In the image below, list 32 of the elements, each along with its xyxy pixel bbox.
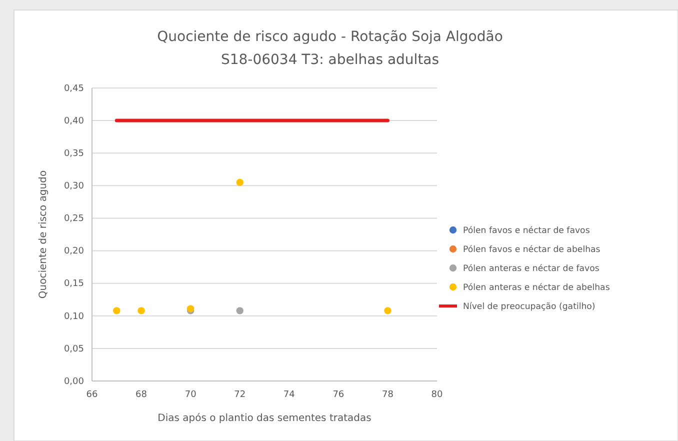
x-tick-label: 70 xyxy=(184,390,197,400)
point xyxy=(384,307,392,314)
x-tick-label: 80 xyxy=(431,390,443,400)
y-tick-label: 0,45 xyxy=(64,84,84,94)
legend-label: Pólen favos e néctar de abelhas xyxy=(463,244,601,255)
x-tick-label: 72 xyxy=(234,390,246,400)
x-tick-label: 74 xyxy=(283,390,296,400)
x-tick-label: 78 xyxy=(382,390,394,400)
x-tick-label: 68 xyxy=(136,390,148,400)
y-tick-label: 0,20 xyxy=(64,246,84,257)
y-tick-label: 0,25 xyxy=(64,214,84,224)
y-tick-label: 0,10 xyxy=(64,312,84,322)
point xyxy=(236,178,244,186)
legend-label: Nível de preocupação (gatilho) xyxy=(463,302,596,312)
x-tick-label: 76 xyxy=(332,390,344,400)
point xyxy=(138,307,145,314)
legend-label: Pólen anteras e néctar de favos xyxy=(463,264,600,274)
y-tick-label: 0,00 xyxy=(64,376,84,387)
y-tick-label: 0,35 xyxy=(64,148,84,159)
y-tick-label: 0,40 xyxy=(64,116,84,126)
x-axis-title: Dias após o plantio das sementes tratadas xyxy=(158,413,372,424)
chart-title: Quociente de risco agudo - Rotação Soja Algodão xyxy=(157,29,503,45)
x-tick-label: 66 xyxy=(86,390,98,400)
y-axis-title: Quociente de risco agudo xyxy=(38,170,49,299)
point xyxy=(236,307,244,314)
legend-label: Pólen favos e néctar de favos xyxy=(463,226,590,236)
y-tick-label: 0,30 xyxy=(64,182,84,192)
legend-label: Pólen anteras e néctar de abelhas xyxy=(463,282,610,293)
y-tick-label: 0,05 xyxy=(64,344,84,354)
y-tick-label: 0,15 xyxy=(64,279,84,290)
chart-subtitle: S18-06034 T3: abelhas adultas xyxy=(220,52,440,68)
point xyxy=(113,307,120,314)
